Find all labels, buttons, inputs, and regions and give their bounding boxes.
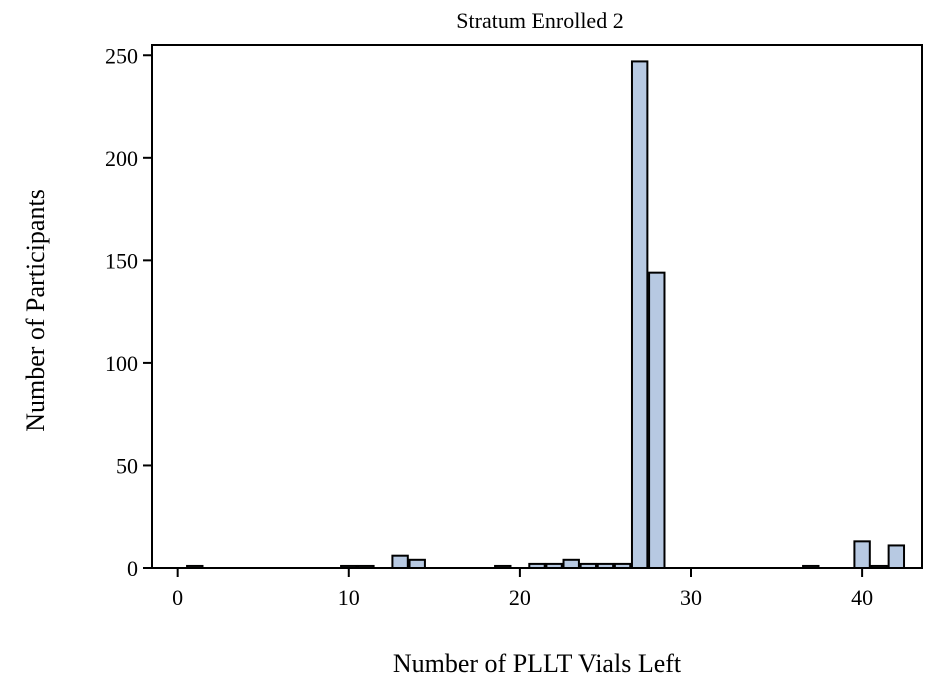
y-tick-label: 50 (116, 453, 138, 478)
x-axis-label: Number of PLLT Vials Left (393, 649, 682, 678)
bar-x-14 (408, 558, 426, 569)
plot-frame (151, 44, 923, 569)
x-tick-label: 30 (680, 585, 702, 610)
bar-x-40 (853, 540, 871, 570)
x-tick-label: 40 (851, 585, 873, 610)
y-tick-label: 0 (127, 556, 138, 581)
y-axis-ticks: 0 50 100 150 200 250 (105, 43, 152, 581)
y-tick-label: 100 (105, 351, 138, 376)
bars-group (186, 60, 906, 570)
y-tick-label: 150 (105, 248, 138, 273)
x-tick-label: 20 (509, 585, 531, 610)
bar-x-28 (648, 271, 666, 569)
x-tick-label: 10 (338, 585, 360, 610)
y-tick-label: 250 (105, 43, 138, 68)
chart-title: Stratum Enrolled 2 (456, 8, 623, 33)
x-tick-label: 0 (172, 585, 183, 610)
y-tick-label: 200 (105, 146, 138, 171)
bar-x-27 (630, 60, 649, 569)
x-axis-ticks: 0 10 20 30 40 (172, 568, 873, 610)
y-axis-label: Number of Participants (21, 189, 50, 432)
bar-x-13 (391, 554, 409, 570)
bar-x-42 (887, 544, 906, 570)
bar-x-23 (562, 558, 580, 569)
